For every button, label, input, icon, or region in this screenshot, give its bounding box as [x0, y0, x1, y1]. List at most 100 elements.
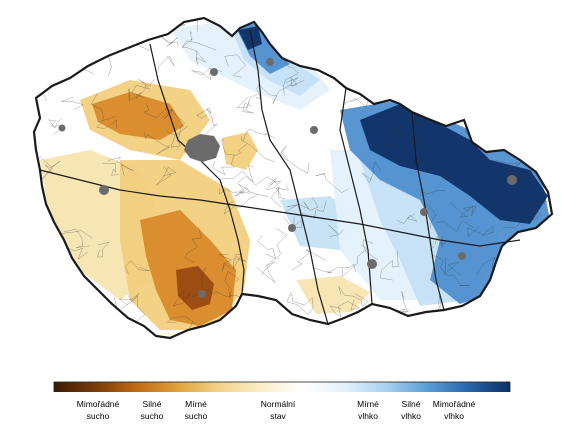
legend-label-extreme-dry: Mimořádné sucho: [76, 399, 120, 421]
region-dry-extreme-south: [176, 266, 214, 310]
river-line: [255, 84, 278, 105]
city-olomouc: [420, 208, 428, 216]
river-line: [257, 234, 276, 276]
city-zlin: [458, 252, 466, 260]
river-line: [236, 93, 258, 109]
river-line: [436, 220, 475, 233]
river-line: [121, 295, 146, 324]
river-line: [64, 246, 88, 260]
river-line: [184, 226, 202, 264]
city-usti: [210, 68, 218, 76]
river-line: [359, 66, 387, 88]
river-line: [128, 85, 147, 102]
river-line: [315, 173, 349, 193]
river-line: [481, 80, 511, 91]
river-line: [195, 50, 206, 65]
region-dry-light-south: [296, 276, 370, 314]
river-line: [390, 110, 415, 136]
river-line: [97, 241, 110, 258]
region-wet-extreme-ne: [238, 26, 262, 50]
legend-label-normal: Normální stav: [260, 399, 296, 421]
river-line: [482, 153, 521, 177]
river-line: [63, 228, 90, 248]
river-line: [284, 196, 319, 213]
river-line: [389, 131, 405, 153]
river-line: [278, 185, 290, 200]
region-borders: [39, 29, 521, 325]
river-line: [291, 249, 327, 271]
river-line: [224, 54, 246, 78]
river-line: [341, 244, 368, 278]
river-line: [41, 239, 64, 265]
legend-label-mild-dry: Mírné sucho: [184, 399, 208, 421]
legend-gradient-bar: [53, 381, 511, 392]
river-line: [496, 18, 506, 32]
river-line: [212, 154, 235, 176]
river-line: [444, 257, 470, 287]
river-line: [329, 299, 360, 318]
river-line: [118, 293, 140, 306]
city-jihlava: [288, 224, 296, 232]
river-line: [181, 40, 217, 51]
river-line: [503, 173, 532, 206]
legend-label-mild-wet: Mírné vlhko: [357, 399, 379, 421]
cities-layer: [58, 58, 517, 298]
river-line: [495, 325, 510, 338]
river-line: [221, 165, 254, 182]
river-line: [396, 213, 418, 224]
river-line: [102, 162, 119, 176]
river-line: [131, 79, 155, 99]
river-line: [238, 176, 278, 186]
river-line: [55, 230, 93, 239]
river-line: [191, 68, 222, 81]
river-line: [256, 266, 276, 283]
river-line: [280, 145, 310, 174]
legend-label-strong-wet: Silné vlhko: [401, 399, 421, 421]
river-line: [441, 313, 461, 334]
city-brno: [367, 259, 377, 269]
river-line: [286, 292, 314, 315]
river-line: [34, 199, 44, 210]
region-dry-strong-north: [92, 92, 184, 140]
river-line: [508, 108, 531, 144]
river-line: [157, 55, 175, 73]
river-line: [344, 42, 352, 66]
river-line: [522, 244, 545, 257]
river-line: [328, 224, 344, 237]
river-line: [96, 116, 118, 129]
river-line: [330, 18, 355, 36]
river-line: [502, 210, 541, 229]
river-line: [124, 260, 150, 275]
river-line: [210, 138, 248, 156]
river-line: [144, 131, 171, 154]
river-line: [218, 183, 269, 197]
river-line: [160, 35, 179, 47]
river-line: [428, 205, 438, 229]
map-fill-layer: [34, 18, 552, 338]
city-liberec: [266, 58, 274, 66]
river-line: [289, 76, 305, 87]
river-line: [40, 268, 54, 308]
river-line: [34, 252, 50, 275]
river-line: [508, 198, 552, 216]
river-line: [59, 18, 91, 40]
river-line: [172, 290, 191, 307]
legend-label-strong-dry: Silné sucho: [140, 399, 164, 421]
map-svg: [32, 16, 554, 340]
river-line: [224, 270, 240, 298]
river-line: [314, 264, 356, 274]
river-line: [338, 286, 369, 307]
river-line: [305, 35, 325, 52]
river-line: [282, 57, 299, 95]
river-line: [36, 57, 52, 84]
river-line: [342, 95, 370, 107]
river-line: [91, 93, 105, 120]
river-line: [241, 136, 275, 162]
river-line: [449, 202, 477, 218]
region-dry-mild-east: [222, 132, 258, 170]
czech-drought-map: [32, 16, 554, 340]
river-line: [242, 100, 254, 114]
country-border: [32, 16, 554, 340]
river-line: [34, 156, 61, 180]
city-karlovy-vary: [58, 124, 66, 132]
